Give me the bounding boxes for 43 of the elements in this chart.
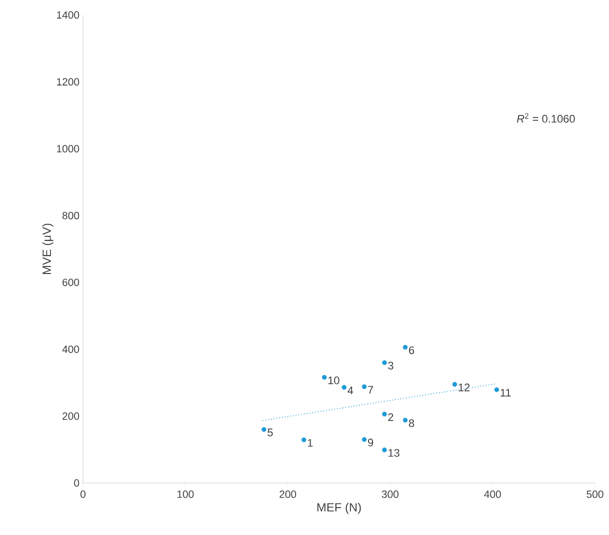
annotation: 13 <box>388 449 400 457</box>
point <box>402 418 408 423</box>
point <box>382 360 387 366</box>
x-tick-label: 300 <box>382 490 399 498</box>
point <box>362 437 367 442</box>
annotation: 11 <box>500 388 511 396</box>
point <box>382 412 387 417</box>
annotation: 10 <box>328 376 340 384</box>
annotation: 6 <box>409 346 414 354</box>
annotation: 9 <box>368 438 374 446</box>
point <box>342 384 347 390</box>
x-axis-title: MEF (N) <box>317 502 361 514</box>
y-tick-label: 200 <box>62 412 80 420</box>
annotation: 4 <box>348 386 354 394</box>
annotation: 7 <box>368 386 374 394</box>
y-tick-label: 0 <box>74 479 80 487</box>
x-tick-label: 400 <box>484 490 501 498</box>
y-tick-label: 1000 <box>57 145 80 152</box>
point <box>262 427 266 432</box>
y-tick-label: 600 <box>62 278 80 286</box>
annotation: 2 <box>388 413 394 421</box>
point <box>362 384 367 390</box>
point <box>452 382 458 387</box>
y-tick-label: 1400 <box>57 11 80 19</box>
annotation: 8 <box>408 419 414 428</box>
y-axis-title: MVE (μV) <box>42 224 54 274</box>
point <box>494 387 500 392</box>
annotation: 5 <box>268 428 273 436</box>
point <box>402 344 408 350</box>
x-tick-label: 500 <box>586 490 604 498</box>
y-tick-label: 400 <box>62 346 80 353</box>
point <box>301 437 306 442</box>
y-tick-label: 800 <box>62 212 80 220</box>
x-tick-label: 0 <box>80 490 86 498</box>
y-tick-label: 1200 <box>57 78 80 86</box>
point <box>322 374 327 380</box>
annotation: R$^{2}$ = 0.1060 <box>516 113 575 123</box>
x-tick-label: 200 <box>280 490 296 498</box>
point <box>382 447 387 452</box>
x-tick-label: 100 <box>177 490 194 498</box>
annotation: 12 <box>458 384 470 392</box>
annotation: 1 <box>308 439 313 447</box>
annotation: 3 <box>388 362 394 370</box>
